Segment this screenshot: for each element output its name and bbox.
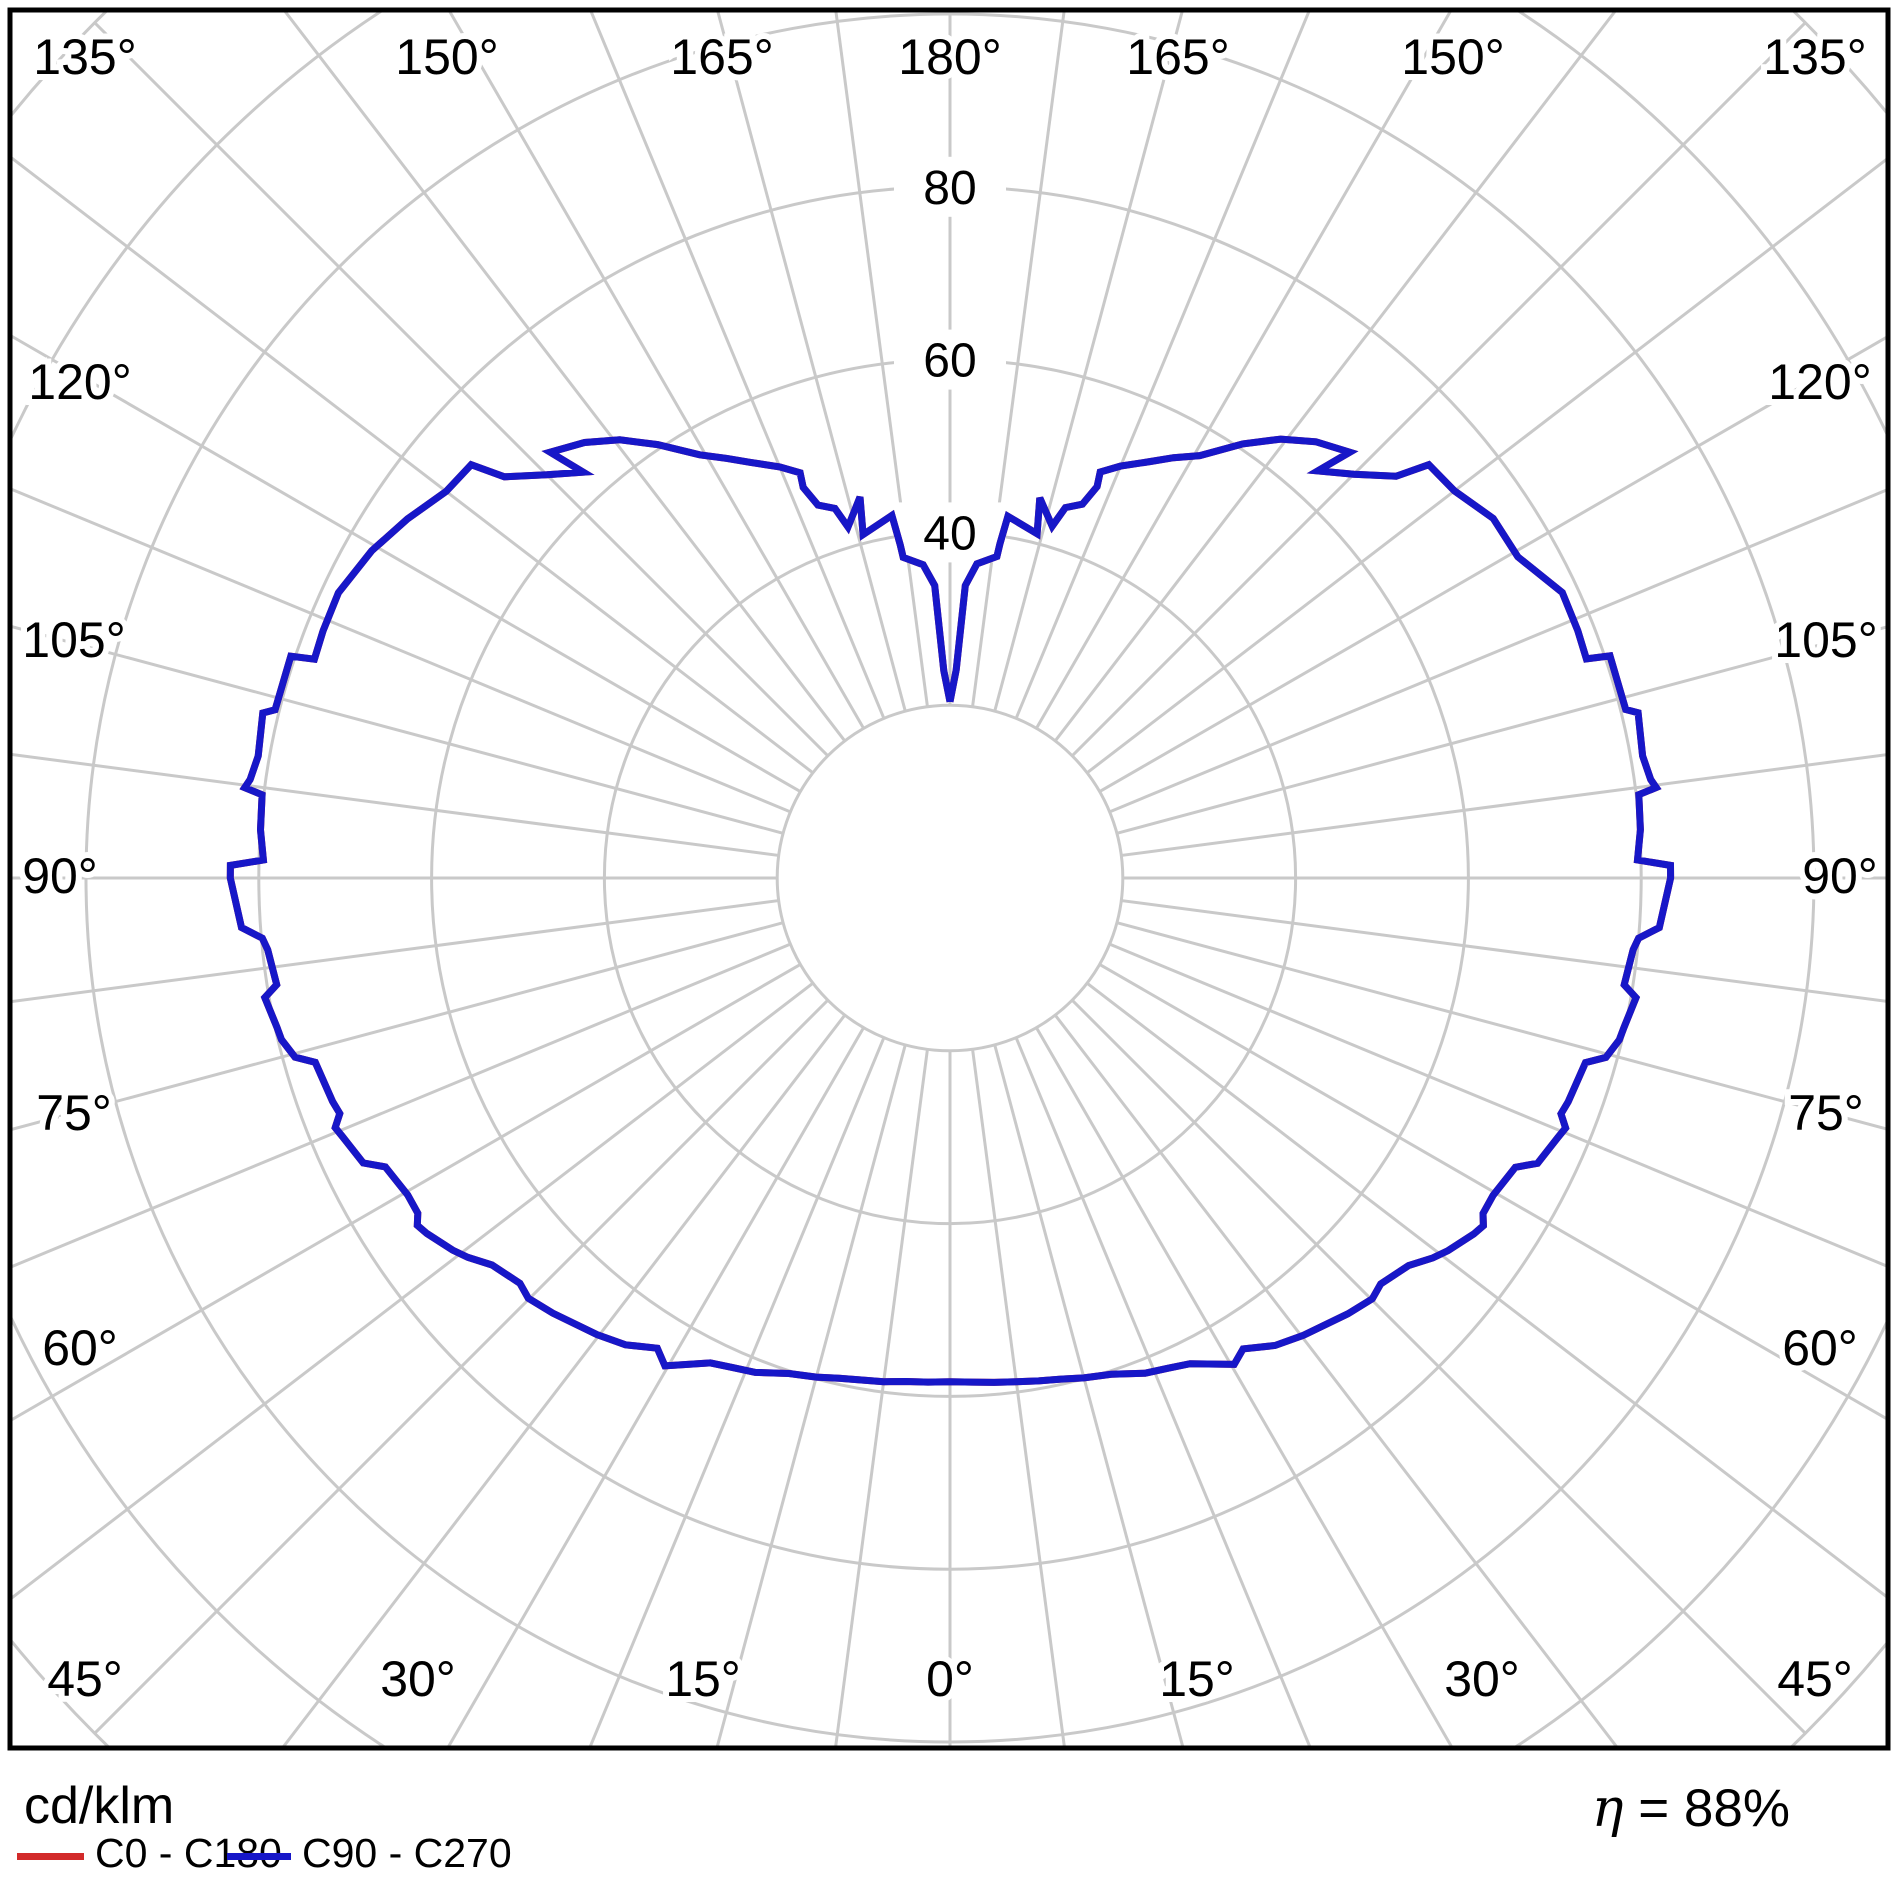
grid-spoke <box>12 963 802 1422</box>
legend-swatch-c90-c270-icon <box>227 1853 291 1860</box>
grid-spoke <box>993 1044 1185 1746</box>
grid-spoke <box>1071 999 1807 1735</box>
angle-label: 135° <box>1763 29 1866 85</box>
grid-spoke <box>12 982 814 1600</box>
angle-label: 105° <box>1774 612 1877 668</box>
eta-value: = 88% <box>1638 1779 1790 1838</box>
grid-spoke <box>993 12 1184 712</box>
grid-spoke <box>971 1049 1066 1746</box>
grid-spoke <box>12 487 791 814</box>
angle-label: 90° <box>1802 848 1878 904</box>
grid-spoke <box>1086 982 1886 1599</box>
angle-label: 165° <box>1126 29 1229 85</box>
unit-label: cd/klm <box>24 1777 175 1835</box>
angle-label: 135° <box>33 29 136 85</box>
grid-spoke <box>1054 12 1617 742</box>
grid-spoke <box>93 999 829 1735</box>
grid-spoke <box>716 12 907 712</box>
grid-spoke <box>589 12 886 719</box>
grid-spoke <box>12 625 784 835</box>
grid-spoke <box>1121 899 1886 1003</box>
grid-spoke <box>1071 21 1807 757</box>
grid-spoke <box>12 942 791 1269</box>
angle-label: 60° <box>42 1320 118 1376</box>
grid-spoke <box>12 334 802 793</box>
angle-label: 60° <box>1782 1320 1858 1376</box>
grid-spoke <box>12 156 814 774</box>
grid-spoke <box>12 752 779 857</box>
angle-label: 120° <box>1768 354 1871 410</box>
angle-label: 180° <box>898 29 1001 85</box>
angle-label: 75° <box>36 1085 112 1141</box>
grid-spoke <box>1116 921 1886 1131</box>
legend-label-c90-c270: C90 - C270 <box>302 1830 512 1876</box>
angle-label: 15° <box>665 1651 741 1707</box>
curve-c90-c270 <box>226 435 1675 1386</box>
angle-label: 120° <box>28 354 131 410</box>
grid-spoke <box>1121 753 1886 857</box>
grid-spoke <box>1035 1026 1453 1746</box>
plot-border <box>7 7 1891 1751</box>
grid-spoke <box>12 899 779 1004</box>
grid-spoke <box>1014 1037 1312 1746</box>
angle-label: 75° <box>1788 1085 1864 1141</box>
grid-spoke <box>283 12 846 742</box>
angle-label: 0° <box>926 1651 974 1707</box>
tick-label-halo <box>894 502 1006 563</box>
grid-spoke <box>588 1037 886 1746</box>
radial-tick-labels: 40 60 80 <box>894 156 1006 563</box>
radial-tick-label: 60 <box>923 335 976 388</box>
grid-spoke <box>1014 12 1311 719</box>
angle-label: 105° <box>22 612 125 668</box>
radial-tick-label: 40 <box>923 507 976 560</box>
grid-spoke <box>282 1014 846 1746</box>
angle-label: 90° <box>22 848 98 904</box>
grid-spoke <box>1098 335 1886 793</box>
grid-spoke <box>1109 942 1886 1268</box>
grid-spoke <box>1086 157 1886 774</box>
angle-label: 150° <box>1401 29 1504 85</box>
grid-spoke <box>1035 12 1452 730</box>
eta-symbol: η <box>1591 1778 1624 1839</box>
grid-spoke <box>715 1044 907 1746</box>
angle-label: 150° <box>395 29 498 85</box>
angle-label: 45° <box>47 1651 123 1707</box>
radial-tick-label: 80 <box>923 162 976 215</box>
grid-spoke <box>93 21 829 757</box>
grid-spoke <box>1116 625 1886 835</box>
grid-spoke <box>448 12 865 730</box>
tick-label-halo <box>894 329 1006 390</box>
angle-label: 45° <box>1777 1651 1853 1707</box>
grid-spoke <box>12 921 784 1131</box>
angle-label: 30° <box>380 1651 456 1707</box>
grid-spoke <box>834 1049 929 1746</box>
tick-label-halo <box>894 156 1006 217</box>
angle-label: 165° <box>670 29 773 85</box>
grid-spoke <box>1109 488 1886 814</box>
angle-label: 15° <box>1159 1651 1235 1707</box>
efficiency-label: η = 88% <box>1592 1778 1790 1839</box>
grid-spoke <box>1098 963 1886 1421</box>
grid-spoke <box>447 1026 865 1746</box>
grid-spoke <box>1054 1014 1618 1746</box>
legend-swatch-c0-c180-icon <box>17 1853 84 1860</box>
angle-labels: 135° 150° 165° 180° 165° 150° 135° 120° 120° 105°… <box>16 23 1884 1713</box>
angle-label: 30° <box>1444 1651 1520 1707</box>
